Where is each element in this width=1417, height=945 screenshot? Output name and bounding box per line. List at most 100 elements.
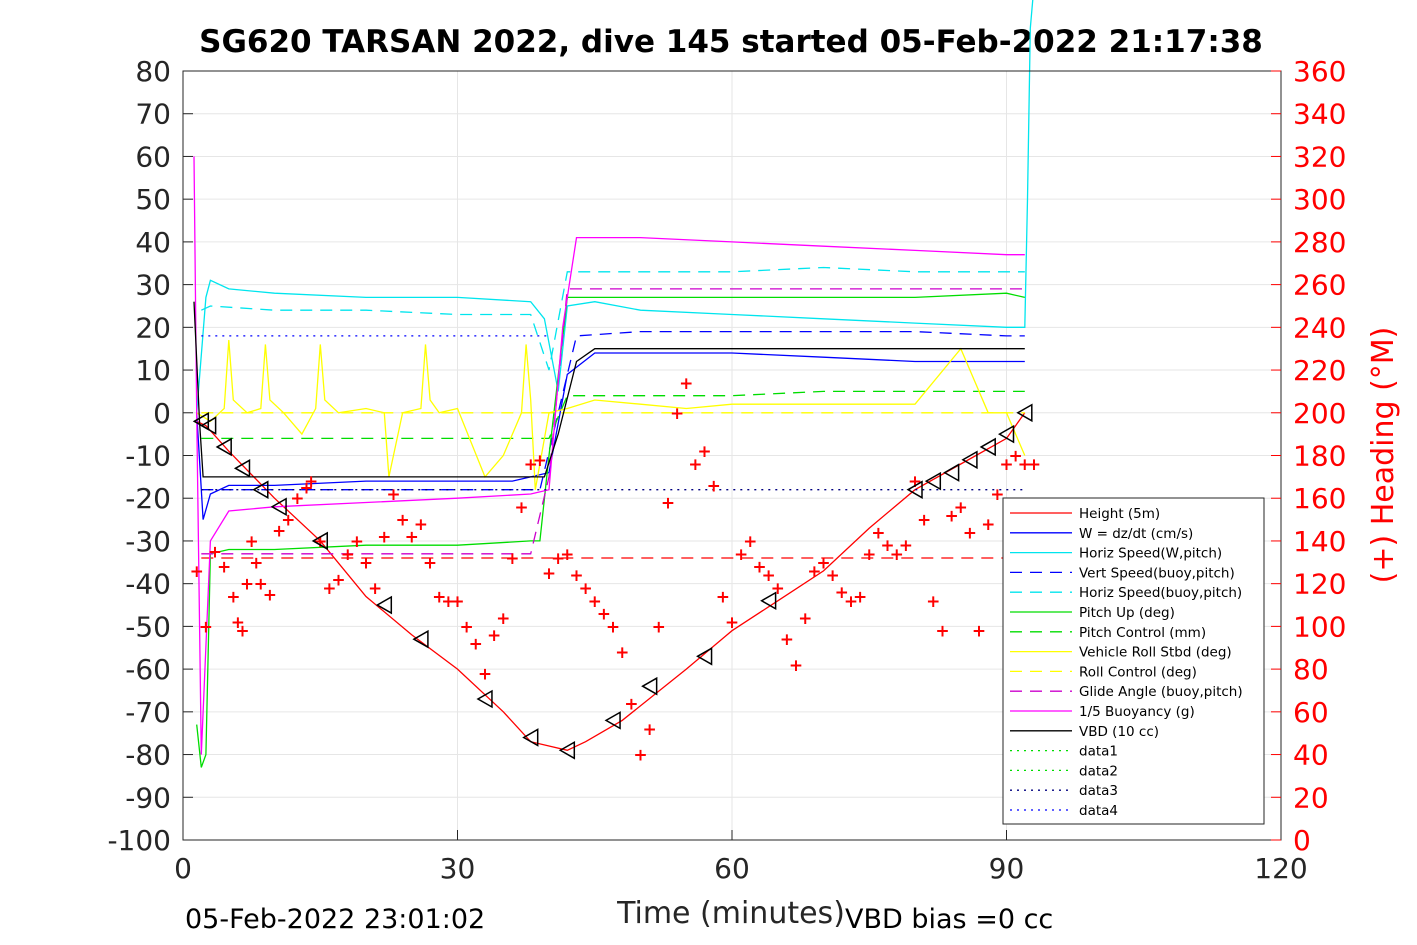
heading-point: + <box>624 694 638 714</box>
heading-point: + <box>871 523 885 543</box>
triangle-marker <box>233 459 251 478</box>
triangle-markers <box>192 403 1033 760</box>
series-line-3 <box>201 330 1025 491</box>
heading-point: + <box>944 506 958 526</box>
y2-tick-label: 20 <box>1293 781 1329 814</box>
x-tick-label: 30 <box>440 852 476 885</box>
y-tick-label: -30 <box>125 525 171 558</box>
heading-layer: ++++++++++++++++++++++++++++++++++++++++… <box>190 374 1041 766</box>
heading-point: + <box>368 579 382 599</box>
triangle-marker <box>375 595 393 615</box>
triangle-marker <box>924 471 942 491</box>
y-tick-label: -70 <box>125 696 171 729</box>
y-tick-label: -20 <box>125 482 171 515</box>
heading-point: + <box>716 587 730 607</box>
heading-point: + <box>816 553 830 573</box>
series-line-4 <box>201 266 1025 371</box>
heading-point: + <box>542 564 556 584</box>
y-tick-label: -50 <box>125 610 171 643</box>
y-tick-label: 60 <box>135 140 171 173</box>
triangle-marker <box>604 711 621 730</box>
x-axis-label: Time (minutes) <box>616 896 845 931</box>
heading-point: + <box>743 532 757 552</box>
heading-point: + <box>880 536 894 556</box>
triangle-marker <box>200 416 217 435</box>
chart-title: SG620 TARSAN 2022, dive 145 started 05-F… <box>199 24 1263 60</box>
heading-point: + <box>844 592 858 612</box>
heading-point: + <box>752 558 766 578</box>
heading-point: + <box>761 566 775 586</box>
heading-point: + <box>478 664 492 684</box>
y-tick-label: -10 <box>125 440 171 473</box>
legend-label: Vert Speed(buoy,pitch) <box>1079 565 1235 581</box>
y2-tick-label: 320 <box>1293 140 1346 173</box>
heading-point: + <box>771 579 785 599</box>
heading-point: + <box>377 528 391 548</box>
heading-point: + <box>235 622 249 642</box>
heading-point: + <box>853 587 867 607</box>
heading-point: + <box>679 374 693 394</box>
y2-tick-label: 160 <box>1293 482 1346 515</box>
heading-point: + <box>725 613 739 633</box>
heading-point: + <box>217 558 231 578</box>
heading-point: + <box>999 455 1013 475</box>
heading-point: + <box>588 592 602 612</box>
triangle-marker <box>311 531 328 551</box>
triangle-marker <box>943 463 960 482</box>
heading-point: + <box>263 585 277 605</box>
heading-point: + <box>450 592 464 612</box>
heading-point: + <box>606 617 620 637</box>
heading-point: + <box>359 553 373 573</box>
legend-label: W = dz/dt (cm/s) <box>1079 526 1193 542</box>
series-line-1 <box>196 352 1025 520</box>
y2-tick-label: 360 <box>1293 55 1346 88</box>
legend-label: Vehicle Roll Stbd (deg) <box>1079 645 1232 661</box>
y-tick-label: 20 <box>135 311 171 344</box>
heading-point: + <box>789 656 803 676</box>
footer-vbd-bias: VBD bias =0 cc <box>845 904 1053 935</box>
heading-point: + <box>386 485 400 505</box>
heading-point: + <box>890 545 904 565</box>
heading-point: + <box>633 746 647 766</box>
heading-point: + <box>670 404 684 424</box>
y2-tick-label: 280 <box>1293 226 1346 259</box>
series-layer <box>193 0 1034 768</box>
y-tick-label: 70 <box>135 98 171 131</box>
heading-point: + <box>926 592 940 612</box>
series-line-10 <box>193 156 1025 755</box>
heading-point: + <box>826 566 840 586</box>
y2-tick-label: 200 <box>1293 397 1346 430</box>
triangle-marker <box>760 591 777 611</box>
heading-point: + <box>1018 455 1032 475</box>
footer-timestamp: 05-Feb-2022 23:01:02 <box>185 904 485 935</box>
legend-label: data4 <box>1079 803 1118 819</box>
x-tick-label: 0 <box>174 852 192 885</box>
heading-point: + <box>469 634 483 654</box>
heading-point: + <box>432 587 446 607</box>
heading-point: + <box>1009 447 1023 467</box>
heading-point: + <box>290 489 304 509</box>
triangle-marker <box>997 424 1015 444</box>
triangle-marker <box>641 676 658 696</box>
x-axis: 0 30 60 90 120 <box>174 830 1308 885</box>
triangle-marker <box>1016 403 1033 423</box>
triangle-marker <box>412 629 429 649</box>
y2-tick-label: 100 <box>1293 610 1346 643</box>
heading-point: + <box>460 617 474 637</box>
heading-point: + <box>899 536 913 556</box>
legend-label: VBD (10 cc) <box>1079 724 1159 740</box>
y2-tick-label: 0 <box>1293 824 1311 857</box>
heading-point: + <box>688 455 702 475</box>
x-tick-label: 120 <box>1254 852 1307 885</box>
legend-label: data1 <box>1079 744 1118 760</box>
heading-point: + <box>917 511 931 531</box>
legend-label: Glide Angle (buoy,pitch) <box>1079 684 1243 700</box>
legend-label: Horiz Speed(buoy,pitch) <box>1079 585 1242 601</box>
heading-point: + <box>414 515 428 535</box>
heading-point: + <box>423 553 437 573</box>
triangle-marker <box>215 437 232 457</box>
heading-point: + <box>254 575 268 595</box>
heading-point: + <box>341 545 355 565</box>
legend-label: Pitch Control (mm) <box>1079 625 1206 641</box>
